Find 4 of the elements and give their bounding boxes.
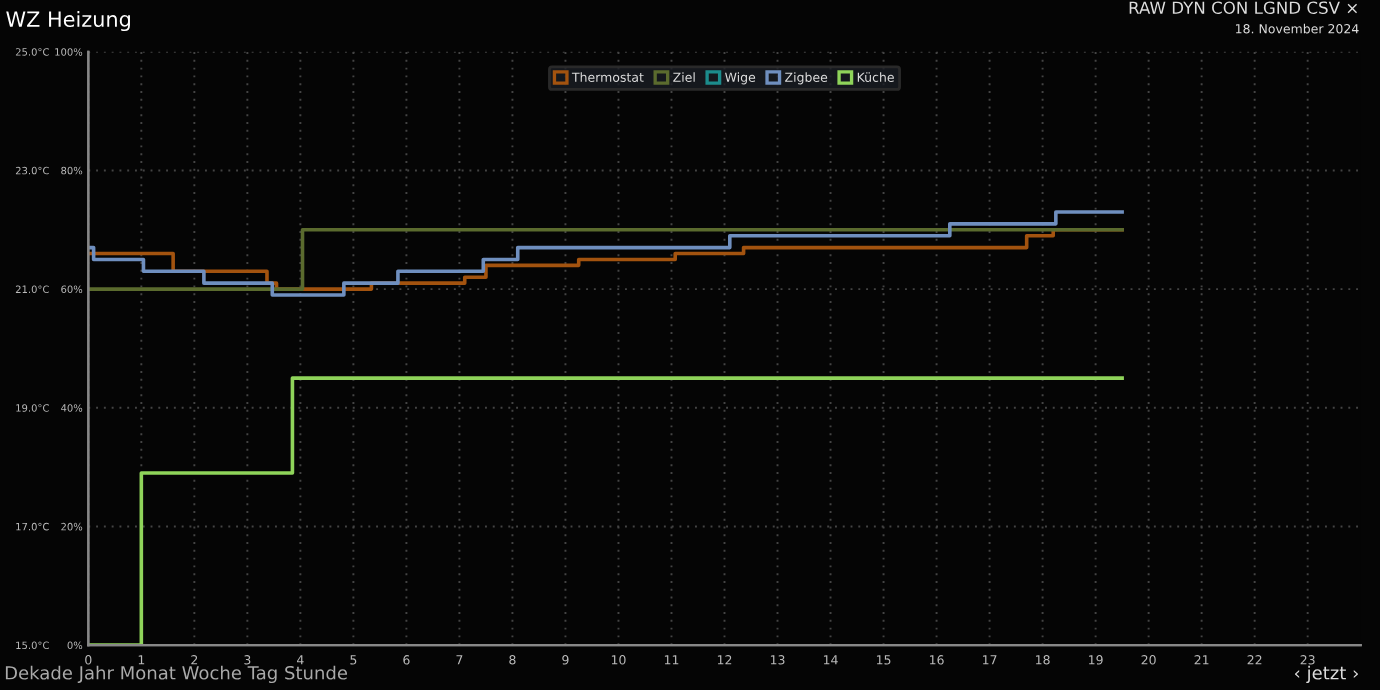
chart-title: WZ Heizung bbox=[6, 10, 130, 32]
text: Dekade Jahr Monat Woche Tag Stunde bbox=[5, 665, 348, 684]
text: RAW DYN CON LGND CSV × bbox=[1129, 1, 1358, 15]
text: ‹ jetzt › bbox=[1295, 665, 1358, 684]
